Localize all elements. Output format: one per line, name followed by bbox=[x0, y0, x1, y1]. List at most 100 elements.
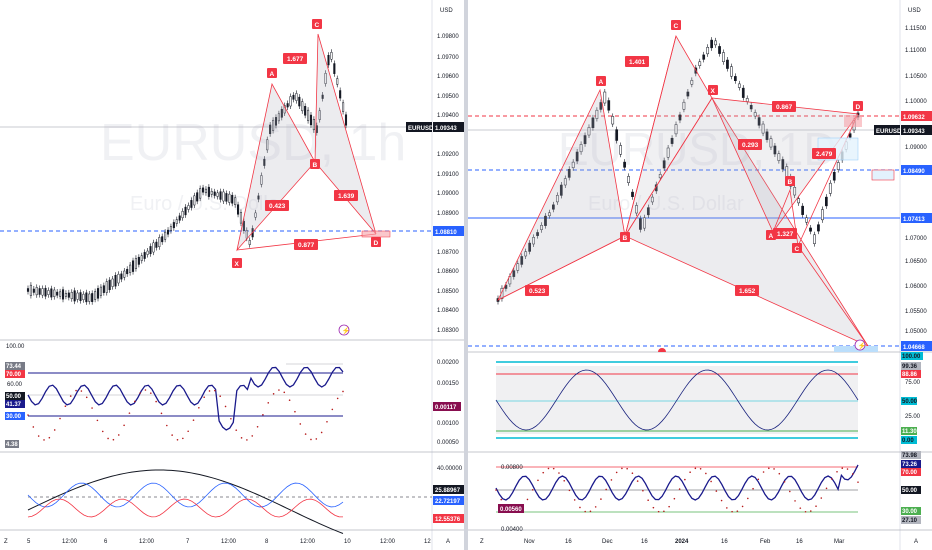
candle bbox=[123, 270, 126, 278]
svg-text:41.37: 41.37 bbox=[6, 402, 22, 408]
svg-text:1.09100: 1.09100 bbox=[437, 172, 459, 178]
svg-text:1.05000: 1.05000 bbox=[905, 329, 927, 335]
psar-dot bbox=[647, 499, 649, 502]
candle bbox=[528, 242, 531, 252]
psar-dot bbox=[715, 490, 718, 492]
point-c[interactable]: C bbox=[671, 20, 681, 30]
candle bbox=[627, 176, 630, 183]
svg-text:50.00: 50.00 bbox=[902, 399, 918, 405]
candle bbox=[339, 90, 342, 99]
rsi-pane-left[interactable] bbox=[27, 363, 344, 441]
candle bbox=[146, 250, 149, 255]
candle bbox=[718, 46, 721, 54]
candle bbox=[131, 260, 135, 272]
psar-dot bbox=[267, 402, 270, 404]
candle bbox=[722, 52, 725, 62]
psar-dot bbox=[240, 437, 243, 439]
svg-text:12:00: 12:00 bbox=[139, 539, 155, 545]
psar-dot bbox=[246, 439, 248, 441]
candle bbox=[307, 109, 310, 121]
candle bbox=[555, 195, 559, 203]
chart-pane-right[interactable]: EURUSD, 1D Euro / U.S. Dollar X A bbox=[468, 0, 932, 550]
psar-dot bbox=[526, 498, 529, 501]
psar-dot bbox=[552, 467, 555, 470]
psar-dot bbox=[531, 489, 534, 491]
psar-dot bbox=[747, 497, 749, 500]
point-a[interactable]: A bbox=[267, 68, 277, 78]
candle bbox=[187, 205, 190, 210]
lightning-icon[interactable]: ⚡ bbox=[854, 339, 866, 351]
price-axis-left[interactable]: USD 1.09800 1.09700 1.09600 1.09500 1.09… bbox=[437, 8, 459, 334]
svg-text:0.523: 0.523 bbox=[529, 288, 546, 295]
point-c2[interactable]: C bbox=[792, 243, 802, 253]
psar-dot bbox=[139, 392, 141, 394]
candle bbox=[79, 292, 82, 301]
candle bbox=[210, 190, 213, 195]
ratio-label: 1.327 bbox=[773, 228, 797, 239]
event-marker-icon[interactable] bbox=[658, 348, 666, 352]
candle bbox=[674, 124, 678, 135]
point-c[interactable]: C bbox=[312, 19, 322, 29]
svg-text:Z: Z bbox=[480, 539, 484, 545]
psar-dot bbox=[187, 430, 189, 433]
psar-dot bbox=[589, 510, 592, 513]
time-axis-left[interactable]: Z 5 12:00 6 12:00 7 12:00 8 12:00 10 12:… bbox=[4, 539, 450, 545]
time-axis-right[interactable]: Z Nov 16 Dec 16 2024 16 Feb 16 Mar A bbox=[480, 539, 918, 545]
candle bbox=[690, 80, 694, 85]
svg-text:11.30: 11.30 bbox=[902, 429, 917, 435]
candle bbox=[155, 241, 158, 248]
candle bbox=[793, 187, 797, 196]
candle bbox=[234, 197, 237, 205]
rsi-pane-right[interactable] bbox=[495, 464, 859, 513]
candle bbox=[41, 288, 44, 296]
chart-pane-left[interactable]: EURUSD, 1h Euro / U.S. Dollar X A B C D … bbox=[0, 0, 464, 550]
point-x[interactable]: X bbox=[232, 258, 242, 268]
candle bbox=[175, 219, 178, 224]
chart-canvas-right[interactable]: EURUSD, 1D Euro / U.S. Dollar X A bbox=[468, 0, 932, 550]
svg-text:D: D bbox=[374, 240, 379, 247]
mid-price-tag: 1.08490 bbox=[901, 165, 932, 175]
point-b[interactable]: B bbox=[310, 159, 320, 169]
point-d[interactable]: D bbox=[371, 237, 381, 247]
candle bbox=[254, 212, 257, 218]
point-x[interactable]: X bbox=[708, 85, 718, 95]
candle bbox=[662, 160, 666, 169]
ratio-label: 1.401 bbox=[625, 56, 649, 67]
candle bbox=[158, 237, 161, 248]
chart-canvas-left[interactable]: EURUSD, 1h Euro / U.S. Dollar X A B C D … bbox=[0, 0, 464, 550]
adx-pane-left[interactable] bbox=[27, 469, 432, 534]
lightning-icon[interactable]: ⚡ bbox=[338, 324, 350, 336]
price-axis-right[interactable]: USD 1.11500 1.11000 1.10500 1.10000 1.09… bbox=[905, 8, 927, 335]
svg-text:30.00: 30.00 bbox=[6, 414, 22, 420]
svg-text:1.05500: 1.05500 bbox=[905, 309, 927, 315]
psar-dot bbox=[762, 471, 765, 473]
candle bbox=[38, 288, 41, 295]
svg-text:2.479: 2.479 bbox=[816, 151, 833, 158]
point-d[interactable]: D bbox=[853, 101, 863, 111]
candle bbox=[82, 293, 85, 301]
candle bbox=[710, 39, 713, 49]
point-a[interactable]: A bbox=[596, 76, 606, 86]
psar-dot bbox=[705, 472, 707, 475]
watermark-subtitle: Euro / U.S. Dollar bbox=[130, 193, 286, 215]
candle bbox=[304, 106, 307, 116]
candle bbox=[336, 78, 339, 85]
psar-dot bbox=[133, 400, 136, 403]
candle bbox=[631, 191, 634, 197]
candle bbox=[548, 212, 551, 217]
psar-dot bbox=[736, 510, 739, 512]
svg-text:1.09632: 1.09632 bbox=[903, 115, 925, 121]
psar-dot bbox=[804, 510, 807, 513]
layout-splitter[interactable] bbox=[464, 0, 468, 550]
candle bbox=[231, 194, 234, 204]
psar-dot bbox=[825, 487, 828, 490]
psar-dot bbox=[830, 478, 833, 480]
point-b[interactable]: B bbox=[620, 232, 630, 242]
psar-dot bbox=[59, 417, 61, 420]
psar-dot bbox=[310, 438, 312, 441]
stoch-pane-right[interactable] bbox=[495, 361, 859, 439]
candle bbox=[848, 133, 852, 138]
point-b2[interactable]: B bbox=[785, 176, 795, 186]
currency-label: USD bbox=[908, 8, 921, 14]
candle bbox=[342, 102, 345, 112]
